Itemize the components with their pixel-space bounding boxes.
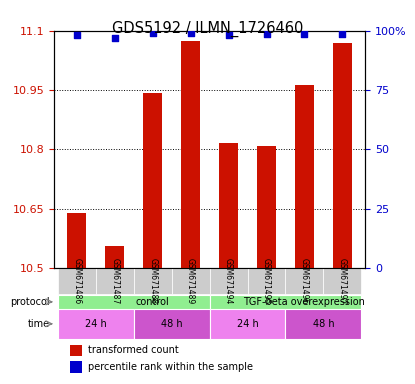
FancyBboxPatch shape [210,309,286,339]
FancyBboxPatch shape [247,268,286,294]
Point [263,31,270,37]
Point [111,35,118,41]
Bar [219,143,238,268]
Text: GSM671497: GSM671497 [338,258,347,304]
Bar [295,85,314,268]
Text: GDS5192 / ILMN_1726460: GDS5192 / ILMN_1726460 [112,21,303,37]
FancyBboxPatch shape [58,268,96,294]
Text: GSM671487: GSM671487 [110,258,119,304]
Text: GSM671496: GSM671496 [300,258,309,304]
Text: 48 h: 48 h [161,319,183,329]
Point [339,31,346,37]
Bar [181,41,200,268]
FancyBboxPatch shape [134,268,172,294]
Point [149,30,156,36]
Text: transformed count: transformed count [88,345,179,355]
Bar [257,146,276,268]
Text: GSM671495: GSM671495 [262,258,271,304]
Text: 24 h: 24 h [237,319,259,329]
FancyBboxPatch shape [58,295,210,309]
Text: protocol: protocol [10,297,50,307]
Text: 48 h: 48 h [312,319,334,329]
Text: percentile rank within the sample: percentile rank within the sample [88,362,253,372]
FancyBboxPatch shape [134,309,210,339]
Bar [333,43,352,268]
FancyBboxPatch shape [286,268,323,294]
FancyBboxPatch shape [58,309,134,339]
FancyBboxPatch shape [210,295,361,309]
Point [225,32,232,38]
Text: time: time [28,319,50,329]
Text: control: control [136,297,169,307]
FancyBboxPatch shape [286,309,361,339]
Text: 24 h: 24 h [85,319,107,329]
Bar [70,345,82,356]
Text: GSM671486: GSM671486 [72,258,81,304]
Text: GSM671489: GSM671489 [186,258,195,304]
Text: GSM671494: GSM671494 [224,258,233,304]
Bar [105,246,124,268]
Bar [143,93,162,268]
Point [187,30,194,36]
Point [73,32,80,38]
FancyBboxPatch shape [96,268,134,294]
FancyBboxPatch shape [210,268,247,294]
Bar [67,214,86,268]
FancyBboxPatch shape [172,268,210,294]
Bar [70,361,82,372]
Text: GSM671488: GSM671488 [148,258,157,304]
Point [301,31,308,37]
FancyBboxPatch shape [323,268,361,294]
Text: TGF-beta overexpression: TGF-beta overexpression [244,297,365,307]
